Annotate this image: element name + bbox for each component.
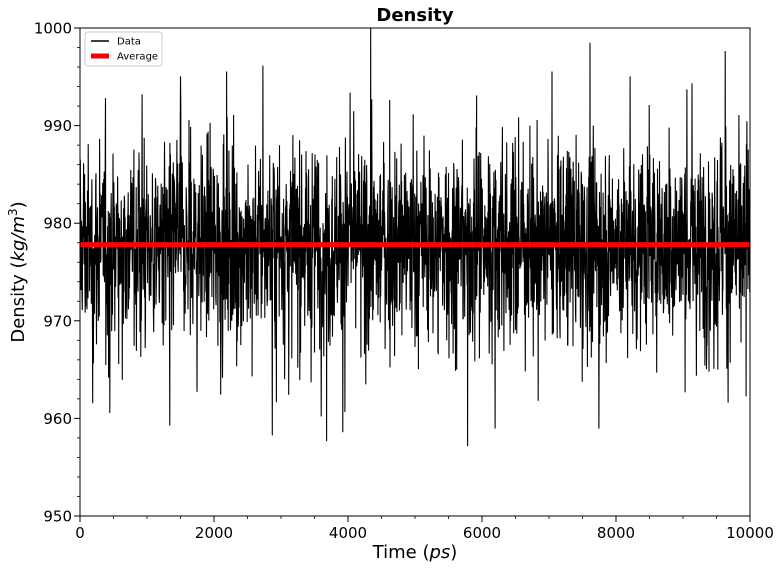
x-tick-label: 4000 (329, 524, 367, 542)
y-tick-label: 980 (43, 215, 72, 233)
x-axis-ticks: 0 2000 4000 6000 8000 10000 (75, 516, 774, 542)
x-tick-label: 2000 (195, 524, 233, 542)
y-axis-ticks: 950 960 970 980 990 1000 (34, 20, 80, 526)
legend-data-label: Data (117, 37, 141, 48)
plot-area (80, 28, 750, 447)
legend: Data Average (84, 31, 163, 67)
y-tick-label: 1000 (34, 20, 72, 38)
y-tick-label: 960 (43, 410, 72, 428)
data-series-line (80, 28, 750, 447)
x-tick-label: 8000 (597, 524, 635, 542)
y-axis-label: Density (kg/m3) (6, 201, 29, 342)
chart-title: Density (376, 5, 453, 26)
x-axis-label: Time (ps) (372, 542, 458, 563)
x-tick-label: 0 (75, 524, 85, 542)
y-tick-label: 970 (43, 312, 72, 330)
x-tick-label: 10000 (726, 524, 774, 542)
y-tick-label: 990 (43, 117, 72, 135)
legend-average-label: Average (117, 52, 158, 63)
y-tick-label: 950 (43, 508, 72, 526)
x-tick-label: 6000 (463, 524, 501, 542)
